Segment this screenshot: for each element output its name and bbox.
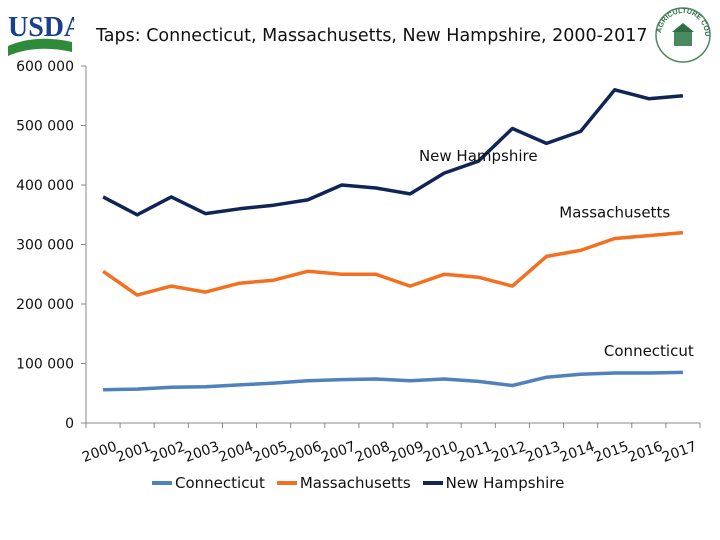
x-tick-label: 2011 — [455, 439, 494, 466]
series-annotations: New Hampshire Massachusetts Connecticut — [419, 147, 694, 360]
x-tick-label: 2000 — [80, 439, 119, 466]
y-tick-label: 100 000 — [16, 357, 74, 373]
series-line-connecticut — [103, 370, 683, 392]
y-tick-label: 200 000 — [16, 297, 74, 313]
x-tick-label: 2002 — [148, 439, 187, 466]
x-tick-label: 2009 — [387, 439, 426, 466]
annotation-massachusetts: Massachusetts — [559, 204, 670, 222]
series-lines — [102, 88, 684, 392]
annotation-new-hampshire: New Hampshire — [419, 147, 538, 165]
legend-label-new-hampshire: New Hampshire — [445, 474, 565, 492]
x-tick-label: 2007 — [319, 439, 358, 466]
y-tick-label: 0 — [65, 416, 74, 432]
legend-item-new-hampshire: New Hampshire — [422, 474, 565, 492]
x-tick-label: 2005 — [251, 439, 290, 466]
chart-axes — [81, 65, 701, 428]
legend-item-connecticut: Connecticut — [152, 474, 265, 492]
series-line-massachusetts — [102, 230, 684, 297]
x-tick-label: 2013 — [524, 439, 563, 466]
annotation-connecticut: Connecticut — [604, 342, 694, 360]
legend-label-connecticut: Connecticut — [175, 474, 265, 492]
usda-logo-swoosh — [8, 38, 72, 56]
series-line-new-hampshire — [102, 88, 684, 217]
x-tick-label: 2001 — [114, 439, 153, 466]
y-tick-label: 500 000 — [16, 119, 74, 135]
x-tick-label: 2008 — [353, 439, 392, 466]
seal-building — [674, 32, 692, 46]
x-tick-label: 2004 — [217, 439, 256, 466]
x-tick-label: 2017 — [660, 439, 699, 466]
legend-item-massachusetts: Massachusetts — [276, 474, 411, 492]
y-tick-label: 400 000 — [16, 178, 74, 194]
chart-title: Taps: Connecticut, Massachusetts, New Ha… — [96, 26, 648, 46]
y-tick-label: 600 000 — [16, 59, 74, 75]
x-tick-label: 2016 — [626, 439, 665, 466]
x-tick-label: 2010 — [421, 439, 460, 466]
agriculture-counts-seal: AGRICULTURE COUNTS — [652, 4, 711, 63]
x-axis-labels: 2000200120022003200420052006200720082009… — [80, 439, 699, 466]
x-tick-label: 2015 — [592, 439, 631, 466]
seal-ring — [655, 7, 711, 63]
x-tick-label: 2006 — [285, 439, 324, 466]
legend-swatch-massachusetts — [276, 481, 297, 485]
chart-legend: Connecticut Massachusetts New Hampshire — [152, 474, 576, 492]
y-tick-label: 300 000 — [16, 238, 74, 254]
legend-swatch-connecticut — [152, 481, 172, 485]
y-axis-labels: 0 100 000 200 000 300 000 400 000 500 000 600 … — [16, 59, 74, 432]
x-tick-label: 2014 — [558, 439, 597, 466]
legend-label-massachusetts: Massachusetts — [299, 474, 411, 492]
legend-swatch-new-hampshire — [422, 481, 443, 485]
x-tick-label: 2003 — [183, 439, 222, 466]
seal-roof — [672, 23, 694, 32]
x-tick-label: 2012 — [490, 439, 529, 466]
